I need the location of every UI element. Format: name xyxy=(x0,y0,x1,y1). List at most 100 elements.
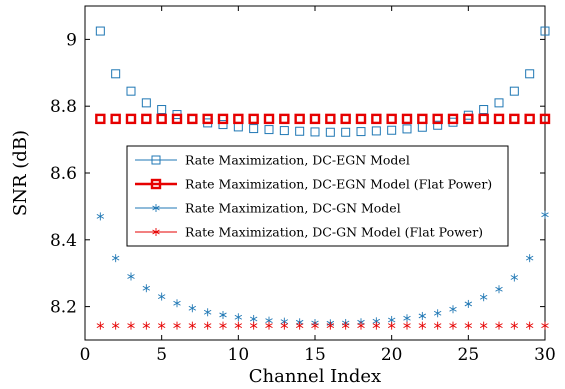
legend-marker xyxy=(152,204,160,212)
data-point xyxy=(541,321,549,330)
data-point xyxy=(234,321,243,330)
data-point xyxy=(387,125,397,135)
data-point xyxy=(96,321,105,330)
legend-item: Rate Maximization, DC-EGN Model (Flat Po… xyxy=(135,177,492,192)
data-point xyxy=(372,321,381,330)
data-point xyxy=(141,98,151,108)
legend-box xyxy=(126,145,509,247)
data-point xyxy=(341,127,351,137)
data-point xyxy=(402,124,412,134)
data-point xyxy=(157,292,166,301)
data-point xyxy=(525,254,534,263)
data-point xyxy=(539,113,551,125)
legend-label: Rate Maximization, DC-EGN Model xyxy=(185,153,410,168)
data-point xyxy=(540,26,550,36)
data-point xyxy=(95,26,105,36)
y-tick-label: 8.6 xyxy=(50,164,77,184)
data-point xyxy=(525,69,535,79)
data-point xyxy=(96,212,105,221)
legend-marker xyxy=(151,155,161,165)
data-point xyxy=(495,285,503,294)
data-point xyxy=(326,321,335,330)
data-point xyxy=(371,126,381,136)
data-point xyxy=(310,127,320,137)
series-4 xyxy=(96,321,549,330)
legend-marker xyxy=(152,228,160,236)
data-point xyxy=(173,299,181,308)
data-point xyxy=(495,321,503,330)
data-point xyxy=(371,113,382,125)
data-point xyxy=(418,321,427,330)
data-point xyxy=(311,321,319,330)
legend-label: Rate Maximization, DC-GN Model (Flat Pow… xyxy=(185,225,483,240)
data-point xyxy=(479,321,488,330)
data-point xyxy=(156,113,167,125)
x-tick-label: 20 xyxy=(381,345,403,365)
data-point xyxy=(248,113,259,125)
data-point xyxy=(95,113,106,125)
data-point xyxy=(449,321,457,330)
data-point xyxy=(249,124,259,134)
data-point xyxy=(325,113,336,125)
data-point xyxy=(265,321,273,330)
data-point xyxy=(233,122,243,132)
data-point xyxy=(125,113,137,125)
data-point xyxy=(294,113,305,125)
y-axis-label: SNR (dB) xyxy=(10,130,31,216)
data-point xyxy=(295,126,305,136)
data-point xyxy=(510,321,519,330)
data-point xyxy=(417,113,428,125)
data-point xyxy=(493,113,505,125)
data-point xyxy=(433,309,442,318)
data-point xyxy=(218,120,228,130)
data-point xyxy=(432,113,443,125)
data-point xyxy=(433,120,443,130)
data-point xyxy=(417,122,427,132)
data-point xyxy=(157,321,166,330)
data-point xyxy=(509,113,520,125)
data-point xyxy=(510,273,519,282)
data-series xyxy=(95,26,551,330)
x-tick-label: 5 xyxy=(156,345,167,365)
axis-ticks: 0 5 10 15 20 25 30 8.2 8.4 8.6 8.8 9 xyxy=(50,6,556,365)
y-tick-label: 9 xyxy=(66,30,77,50)
data-point xyxy=(219,321,227,330)
data-point xyxy=(509,86,519,96)
data-point xyxy=(280,321,289,330)
data-point xyxy=(433,321,442,330)
data-point xyxy=(249,314,258,323)
data-point xyxy=(219,310,227,319)
data-point xyxy=(401,113,413,125)
data-point xyxy=(127,272,135,281)
data-point xyxy=(524,113,535,125)
data-point xyxy=(173,321,181,330)
legend: Rate Maximization, DC-EGN Model Rate Maxi… xyxy=(126,145,509,247)
data-point xyxy=(309,113,321,125)
y-tick-label: 8.2 xyxy=(50,298,77,318)
data-point xyxy=(126,86,136,96)
data-point xyxy=(525,321,534,330)
data-point xyxy=(447,113,459,125)
x-tick-label: 15 xyxy=(304,345,326,365)
data-point xyxy=(449,305,457,314)
data-point xyxy=(142,321,151,330)
data-point xyxy=(418,311,427,320)
data-point xyxy=(111,254,120,263)
data-point xyxy=(478,113,489,125)
data-point xyxy=(203,308,212,317)
x-tick-label: 25 xyxy=(458,345,480,365)
data-point xyxy=(479,293,488,302)
x-axis-label: Channel Index xyxy=(249,366,381,387)
data-point xyxy=(403,321,411,330)
data-point xyxy=(357,321,365,330)
data-point xyxy=(249,321,258,330)
data-point xyxy=(127,321,135,330)
data-point xyxy=(234,313,243,322)
data-point xyxy=(202,113,213,125)
data-point xyxy=(463,113,474,125)
x-tick-label: 10 xyxy=(228,345,250,365)
data-point xyxy=(341,321,350,330)
data-point xyxy=(340,113,351,125)
